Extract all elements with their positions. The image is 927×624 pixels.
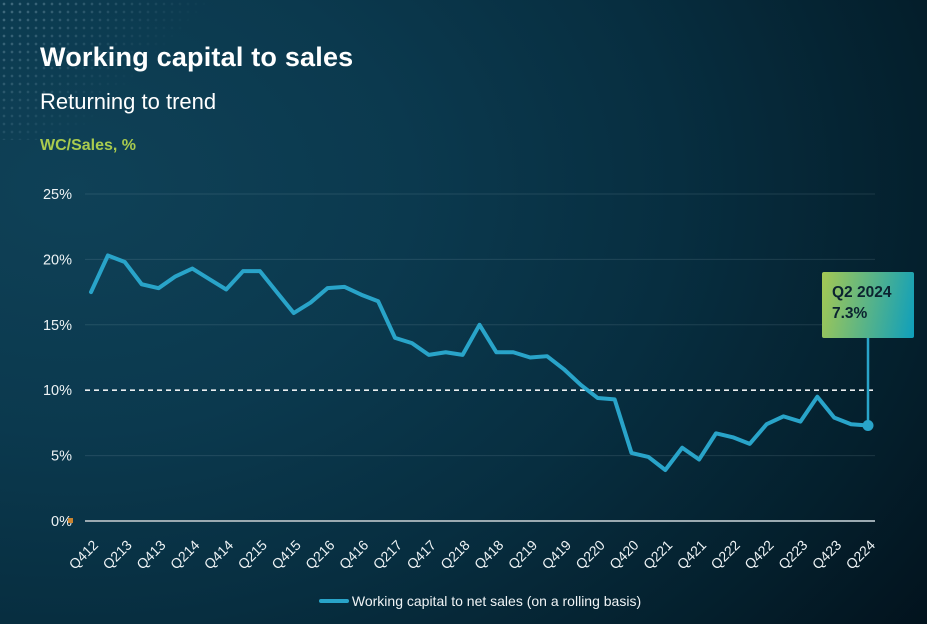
- end-point-dot: [862, 420, 874, 432]
- x-tick-label: Q420: [606, 537, 642, 573]
- x-tick-label: Q216: [302, 537, 338, 573]
- x-tick-label: Q417: [403, 537, 439, 573]
- x-tick-label: Q414: [201, 537, 237, 573]
- x-tick-label: Q419: [539, 537, 575, 573]
- y-axis-unit-label: WC/Sales, %: [40, 137, 137, 154]
- x-tick-label: Q220: [572, 537, 608, 573]
- x-tick-label: Q214: [167, 537, 203, 573]
- callout-value: 7.3%: [832, 304, 868, 322]
- x-tick-label: Q422: [741, 537, 777, 573]
- callout-period: Q2 2024: [832, 284, 892, 301]
- x-tick-label: Q222: [707, 537, 743, 573]
- x-tick-label: Q421: [674, 537, 710, 573]
- legend: Working capital to net sales (on a rolli…: [85, 591, 875, 611]
- y-tick-label: 0%: [51, 514, 72, 530]
- x-tick-label: Q415: [268, 537, 304, 573]
- data-line: [89, 253, 870, 472]
- y-tick-label: 20%: [43, 252, 72, 268]
- legend-label: Working capital to net sales (on a rolli…: [351, 593, 642, 609]
- legend-line-swatch: [318, 599, 349, 603]
- chart-title: Working capital to sales: [40, 42, 354, 72]
- x-tick-label: Q423: [809, 537, 845, 573]
- x-tick-label: Q218: [437, 537, 473, 573]
- x-tick-label: Q223: [775, 537, 811, 573]
- x-tick-label: Q416: [336, 537, 372, 573]
- x-tick-label: Q412: [66, 537, 102, 573]
- x-tick-label: Q413: [133, 537, 169, 573]
- x-tick-label: Q221: [640, 537, 676, 573]
- chart-subtitle: Returning to trend: [40, 89, 217, 114]
- data-callout: Q2 2024 7.3%: [822, 272, 914, 338]
- x-tick-label: Q418: [471, 537, 507, 573]
- y-tick-label: 5%: [51, 449, 72, 465]
- y-tick-label: 10%: [43, 383, 72, 399]
- x-tick-label: Q224: [843, 537, 879, 573]
- y-tick-label: 15%: [43, 318, 72, 334]
- y-tick-label: 25%: [43, 187, 72, 203]
- axis-left-marker: [68, 518, 73, 523]
- x-tick-label: Q215: [235, 537, 271, 573]
- x-tick-label: Q219: [505, 537, 541, 573]
- x-tick-label: Q217: [370, 537, 406, 573]
- x-tick-label: Q213: [99, 537, 135, 573]
